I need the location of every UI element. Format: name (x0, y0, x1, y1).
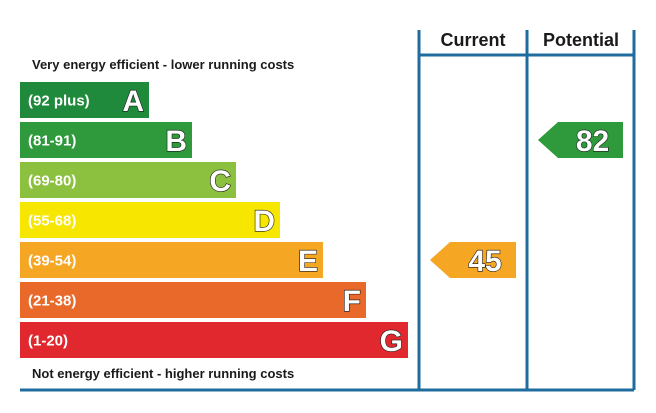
band-range-label: (81-91) (28, 133, 76, 150)
band-letter: G (380, 325, 403, 358)
potential-rating-marker: 82 (538, 122, 623, 159)
band-bar (20, 202, 280, 238)
band-range-label: (55-68) (28, 213, 76, 230)
band-range-label: (21-38) (28, 293, 76, 310)
top-caption: Very energy efficient - lower running co… (32, 57, 294, 72)
band-b: (81-91) B (20, 122, 192, 159)
chart-frame (20, 30, 636, 392)
band-letter: F (343, 285, 361, 318)
current-rating-marker: 45 (430, 242, 516, 279)
band-letter: E (298, 245, 318, 278)
band-bar (20, 122, 192, 158)
band-bar (20, 322, 408, 358)
band-e: (39-54) E (20, 242, 323, 279)
rating-markers: 45 82 (430, 122, 623, 279)
bottom-caption: Not energy efficient - higher running co… (32, 366, 294, 381)
band-range-label: (1-20) (28, 333, 68, 350)
band-range-label: (92 plus) (28, 93, 90, 110)
rating-value: 45 (468, 245, 501, 278)
band-bar (20, 82, 149, 118)
band-bar (20, 282, 366, 318)
rating-arrow (538, 122, 623, 158)
band-letter: A (122, 85, 144, 118)
band-range-label: (69-80) (28, 173, 76, 190)
band-letter: D (253, 205, 275, 238)
band-letter: B (165, 125, 187, 158)
band-f: (21-38) F (20, 282, 366, 319)
band-bar (20, 242, 323, 278)
band-letter: C (209, 165, 231, 198)
band-range-label: (39-54) (28, 253, 76, 270)
potential-column-header: Potential (543, 30, 619, 50)
band-d: (55-68) D (20, 202, 280, 239)
band-a: (92 plus) A (20, 82, 149, 119)
band-g: (1-20) G (20, 322, 408, 359)
band-c: (69-80) C (20, 162, 236, 199)
rating-bands: (92 plus) A (81-91) B (69-80) C (55-68) D (39-54… (20, 82, 408, 359)
current-column-header: Current (440, 30, 505, 50)
rating-arrow (430, 242, 516, 278)
rating-value: 82 (576, 125, 609, 158)
band-bar (20, 162, 236, 198)
